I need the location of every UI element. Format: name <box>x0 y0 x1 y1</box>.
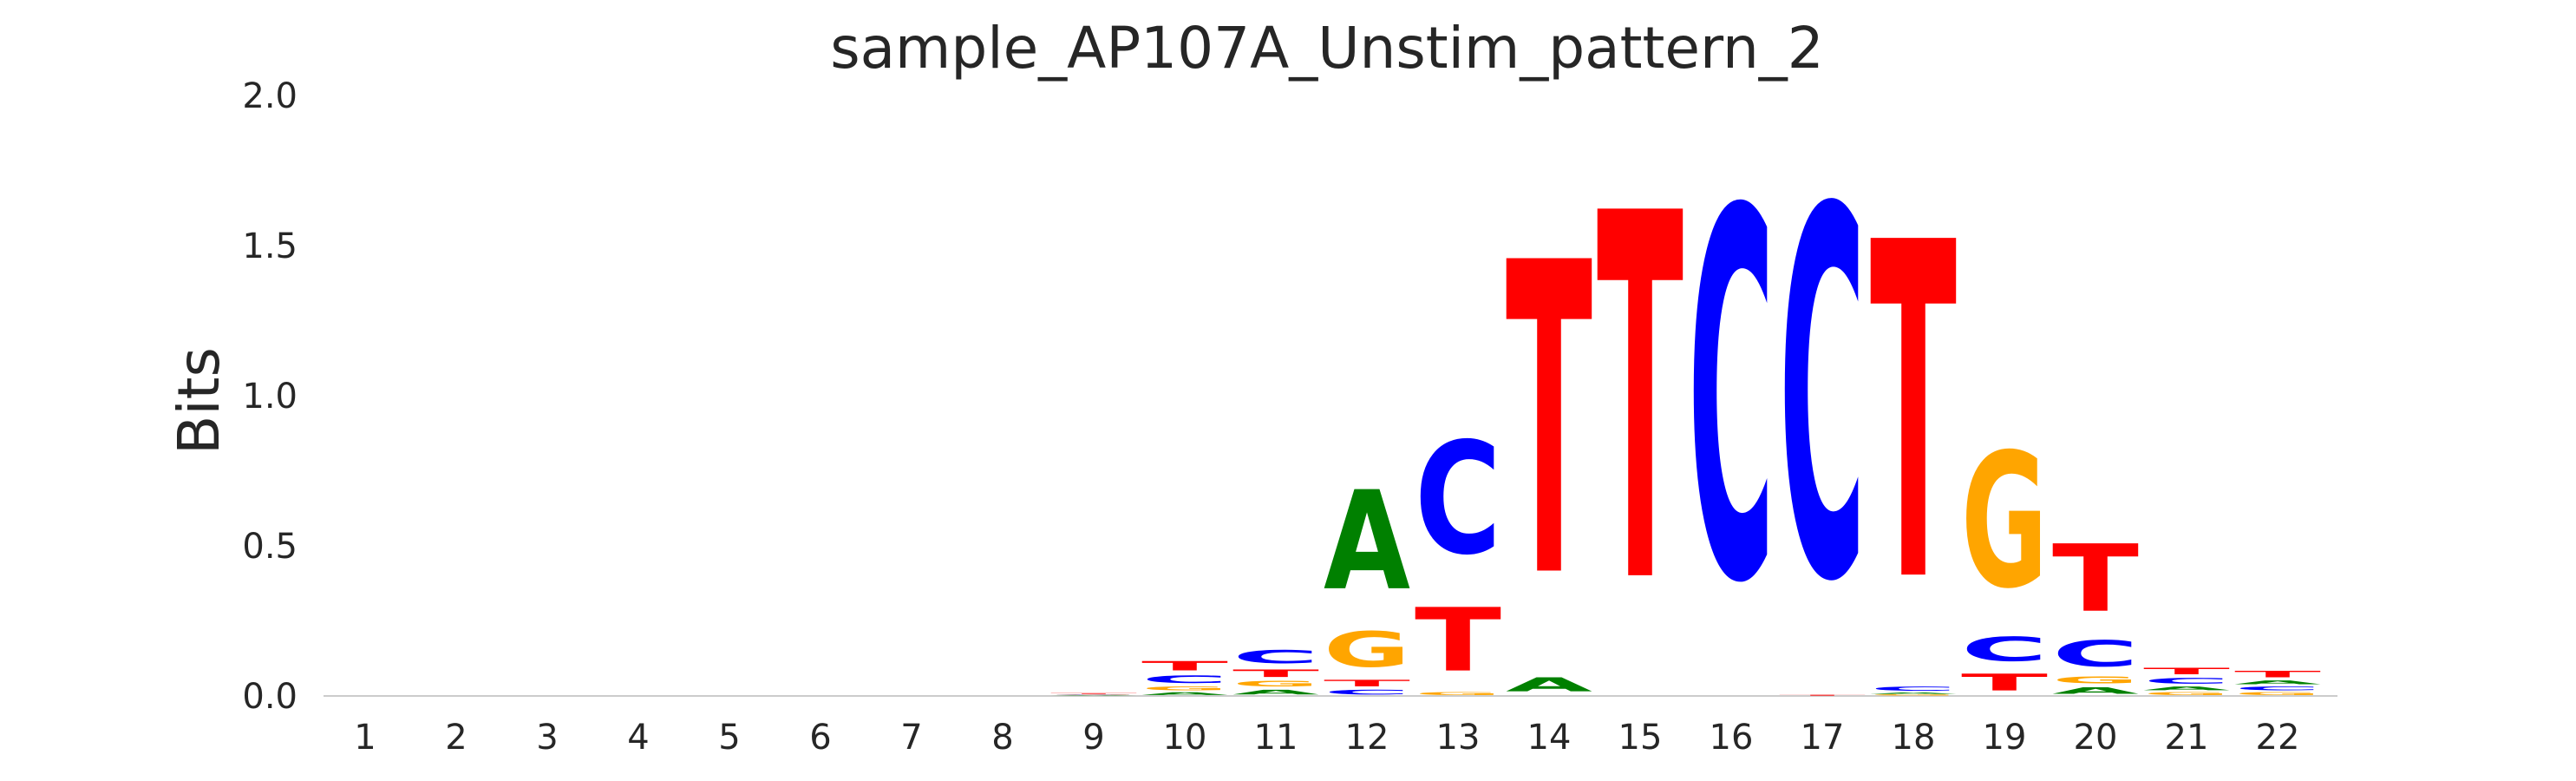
x-tick-label: 11 <box>1254 718 1298 758</box>
logo-letter-g: G <box>2234 692 2321 696</box>
logo-letter-a: A <box>1870 692 1957 695</box>
logo-letter-t: T <box>1870 148 1958 685</box>
x-tick-label: 19 <box>1983 718 2027 758</box>
x-tick-label: 9 <box>1082 718 1104 758</box>
logo-letter-t: T <box>1324 678 1410 688</box>
x-tick-label: 13 <box>1436 718 1481 758</box>
logo-letter-t: T <box>1506 173 1593 672</box>
logo-letter-g: G <box>2052 675 2139 686</box>
y-tick-label: 0.5 <box>242 527 297 567</box>
x-tick-label: 21 <box>2165 718 2209 758</box>
y-tick-label: 1.0 <box>242 377 297 417</box>
logo-letter-t: T <box>1597 108 1684 694</box>
x-tick-label: 12 <box>1345 718 1389 758</box>
x-tick-label: 17 <box>1801 718 1845 758</box>
x-tick-labels: 1 2 3 4 5 6 7 8 9 10 11 12 13 14 15 16 17 18 19 20 21 22 <box>354 718 2299 758</box>
x-tick-label: 2 <box>445 718 467 758</box>
logo-letter-c: C <box>1688 105 1775 694</box>
logo-letter-t: T <box>2143 666 2230 676</box>
x-tick-label: 20 <box>2074 718 2118 758</box>
x-tick-label: 16 <box>1710 718 1754 758</box>
logo-letter-t: T <box>1961 669 2048 696</box>
logo-letter-a: A <box>1324 463 1410 620</box>
y-tick-labels: 0.0 0.5 1.0 1.5 2.0 <box>242 76 297 717</box>
logo-letter-c: C <box>2143 676 2230 685</box>
y-axis-label: Bits <box>166 347 232 455</box>
x-tick-label: 7 <box>900 718 922 758</box>
logo-letter-a: A <box>2143 686 2230 692</box>
logo-letter-t: T <box>1232 667 1319 679</box>
logo-letter-c: C <box>1779 103 1866 692</box>
logo-letter-t: T <box>1141 659 1228 673</box>
logo-letter-g: G <box>1870 694 1957 696</box>
logo-letter-t: T <box>1050 693 1137 694</box>
logo-letter-a: A <box>2234 679 2321 686</box>
chart-title: sample_AP107A_Unstim_pattern_2 <box>830 15 1824 82</box>
logo-letter-g: G <box>1961 414 2048 629</box>
logo-letter-c: C <box>1961 630 2048 669</box>
logo-letter-a: A <box>2052 686 2139 696</box>
x-tick-label: 5 <box>718 718 740 758</box>
x-tick-label: 8 <box>991 718 1013 758</box>
logo-letter-c: C <box>1324 688 1410 696</box>
logo-letter-c: C <box>1415 410 1501 589</box>
logo-letter-c: C <box>1050 694 1137 695</box>
x-tick-label: 15 <box>1618 718 1663 758</box>
logo-letter-g: G <box>1050 695 1137 696</box>
x-tick-label: 14 <box>1527 718 1572 758</box>
logo-letter-g: G <box>1324 621 1410 678</box>
x-tick-label: 3 <box>536 718 558 758</box>
y-tick-label: 1.5 <box>242 226 297 266</box>
x-tick-label: 1 <box>354 718 376 758</box>
logo-letter-c: C <box>1870 686 1957 692</box>
logo-letter-c: C <box>1232 646 1319 667</box>
logo-letter-c: C <box>2052 633 2139 675</box>
x-tick-label: 4 <box>627 718 649 758</box>
logo-letter-g: G <box>1232 679 1319 688</box>
logo-letter-g: G <box>1141 686 1228 692</box>
logo-letter-g: G <box>1415 692 1501 696</box>
x-tick-label: 18 <box>1892 718 1936 758</box>
y-tick-label: 2.0 <box>242 76 297 116</box>
logo-letter-t: T <box>2234 669 2321 679</box>
logo-letter-t: T <box>1415 589 1501 692</box>
logo-letter-t: T <box>2052 526 2139 633</box>
logo-letter-a: A <box>1506 673 1592 696</box>
y-tick-label: 0.0 <box>242 677 297 717</box>
logo-letter-a: A <box>1050 695 1137 696</box>
logo-letter-c: C <box>2234 686 2321 692</box>
logo-letter-a: A <box>1232 688 1319 696</box>
x-tick-label: 22 <box>2256 718 2300 758</box>
logo-letter-g: G <box>2143 692 2230 696</box>
x-tick-label: 6 <box>809 718 831 758</box>
logo-letter-c: C <box>1141 673 1228 686</box>
logo-letter-a: A <box>1141 692 1228 696</box>
x-tick-label: 10 <box>1163 718 1207 758</box>
logo-letter-t: T <box>1779 694 1866 696</box>
